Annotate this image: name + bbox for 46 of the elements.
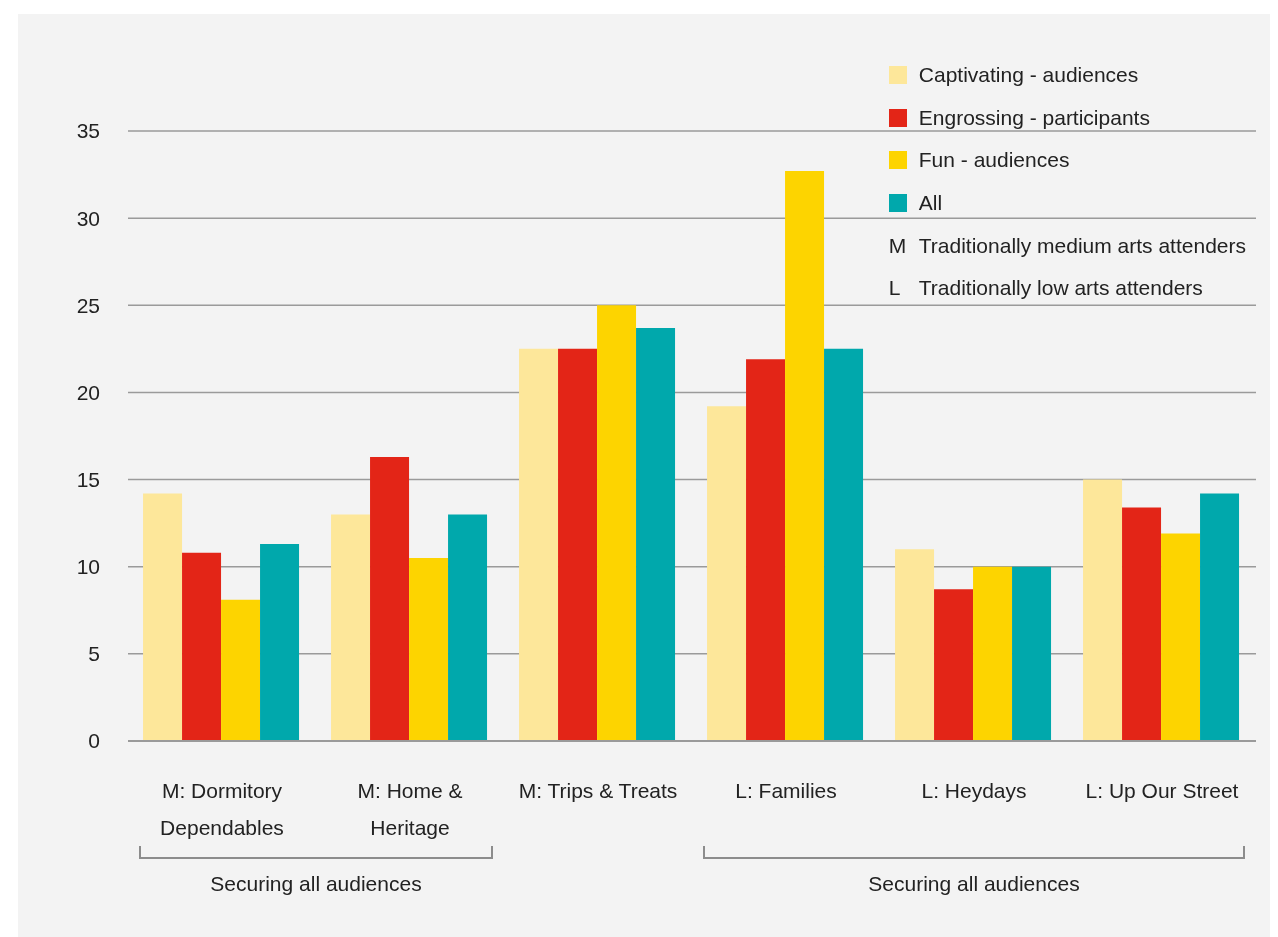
bar bbox=[1122, 507, 1162, 741]
bar bbox=[221, 599, 261, 741]
legend-label: Fun - audiences bbox=[918, 148, 1070, 173]
bar bbox=[182, 552, 222, 741]
bar bbox=[558, 348, 598, 741]
y-tick-label: 20 bbox=[76, 380, 100, 404]
x-tick-label: M: Dormitory Dependables bbox=[160, 779, 284, 839]
y-tick-label: 5 bbox=[88, 642, 100, 666]
bar bbox=[370, 456, 410, 741]
y-tick-label: 35 bbox=[76, 119, 100, 143]
bar bbox=[331, 514, 371, 741]
bar bbox=[636, 327, 676, 741]
bar bbox=[1083, 479, 1123, 741]
bar bbox=[934, 589, 974, 741]
bar bbox=[448, 514, 488, 741]
bar bbox=[895, 549, 935, 741]
text: Securing all audiences bbox=[868, 872, 1080, 895]
x-tick-label: M: Home & Heritage bbox=[357, 779, 463, 839]
bar bbox=[409, 558, 449, 741]
legend-label: Captivating - audiences bbox=[918, 63, 1139, 88]
bar bbox=[707, 406, 747, 741]
bar bbox=[143, 493, 183, 741]
bar bbox=[973, 566, 1013, 741]
y-tick-label: 25 bbox=[76, 293, 100, 317]
x-tick-label: L: Families bbox=[735, 779, 837, 802]
bar bbox=[1200, 493, 1240, 741]
annotation: M Traditionally medium arts attenders bbox=[888, 233, 1246, 258]
text: Securing all audiences bbox=[210, 872, 422, 895]
x-tick-label: L: Heydays bbox=[921, 779, 1027, 802]
bar bbox=[260, 544, 300, 741]
annotation: L Traditionally low arts attenders bbox=[888, 276, 1203, 301]
bar bbox=[824, 348, 864, 741]
bar bbox=[1161, 533, 1201, 741]
bar bbox=[597, 305, 637, 741]
x-tick-label: L: Up Our Street bbox=[1085, 779, 1239, 802]
bar bbox=[1012, 566, 1052, 741]
y-tick-label: 0 bbox=[88, 729, 100, 753]
y-tick-label: 10 bbox=[76, 555, 100, 579]
bar bbox=[519, 348, 559, 741]
bar bbox=[785, 171, 825, 741]
legend-label: Engrossing - participants bbox=[918, 105, 1150, 130]
x-tick-label: M: Trips & Treats bbox=[518, 779, 678, 802]
y-tick-label: 30 bbox=[76, 206, 100, 230]
bar bbox=[746, 359, 786, 741]
y-tick-label: 15 bbox=[76, 468, 100, 492]
legend-label: All bbox=[918, 191, 943, 216]
